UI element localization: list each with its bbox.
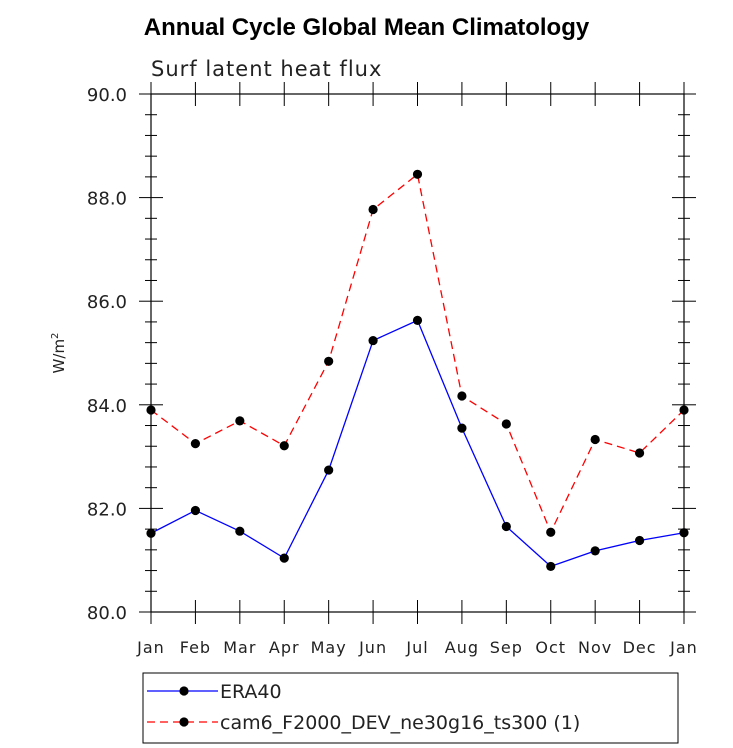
x-tick-label: Mar [223,638,256,657]
x-tick-label: Jul [405,638,428,657]
legend-marker [179,686,189,696]
data-point [235,416,245,426]
data-point [501,419,511,429]
y-tick-label: 84.0 [87,396,127,417]
data-point [146,528,156,538]
x-tick-label: Apr [269,638,300,657]
x-tick-label: Jun [358,638,387,657]
data-point [501,521,511,532]
data-point [457,391,467,401]
data-point [324,356,334,366]
x-tick-label: Feb [180,638,211,657]
data-point [679,405,689,415]
series-layer [146,169,689,572]
data-point [590,434,600,445]
axes: 80.0 82.0 84.0 86.0 88.0 90.0 Jan Feb Mar Apr May J… [50,82,698,657]
y-tick-label: 82.0 [87,499,127,520]
legend-label: cam6_F2000_DEV_ne30g16_ts300 (1) [220,712,580,734]
series-line-1 [150,173,685,534]
data-point [368,335,378,346]
data-point [412,169,423,179]
legend: ERA40 cam6_F2000_DEV_ne30g16_ts300 (1) [142,672,679,744]
legend-box [142,672,679,744]
chart-subtitle: Surf latent heat flux [151,57,383,81]
x-tick-label: Dec [623,638,657,657]
data-point [190,505,201,516]
x-tick-label: May [311,638,347,657]
data-point [546,527,556,537]
data-point [146,405,156,415]
x-tick-label: Aug [445,638,479,657]
y-tick-label: 80.0 [87,603,127,624]
series-line-0 [150,319,685,568]
x-tick-label: Jan [669,638,698,657]
x-tick-label: Nov [578,638,612,657]
data-point [634,448,645,458]
x-tick-label: Jan [136,638,165,657]
data-point [546,561,556,572]
y-tick-label: 88.0 [87,189,127,210]
data-point [324,465,334,475]
data-point [279,553,289,563]
data-point [368,204,378,215]
y-tick-label: 86.0 [87,292,127,313]
data-point [679,528,689,538]
data-point [190,439,201,449]
data-point [235,526,245,536]
data-point [590,546,600,556]
legend-label: ERA40 [220,681,282,703]
data-point [279,441,289,451]
chart-title: Annual Cycle Global Mean Climatology [143,14,590,41]
legend-marker [179,717,189,727]
data-point [634,535,645,546]
x-tick-label: Oct [535,638,566,657]
y-tick-label: 90.0 [87,85,127,106]
x-tick-label: Sep [490,638,523,657]
data-point [457,423,467,433]
y-axis-label: W/m2 [50,333,68,374]
data-point [412,315,423,325]
